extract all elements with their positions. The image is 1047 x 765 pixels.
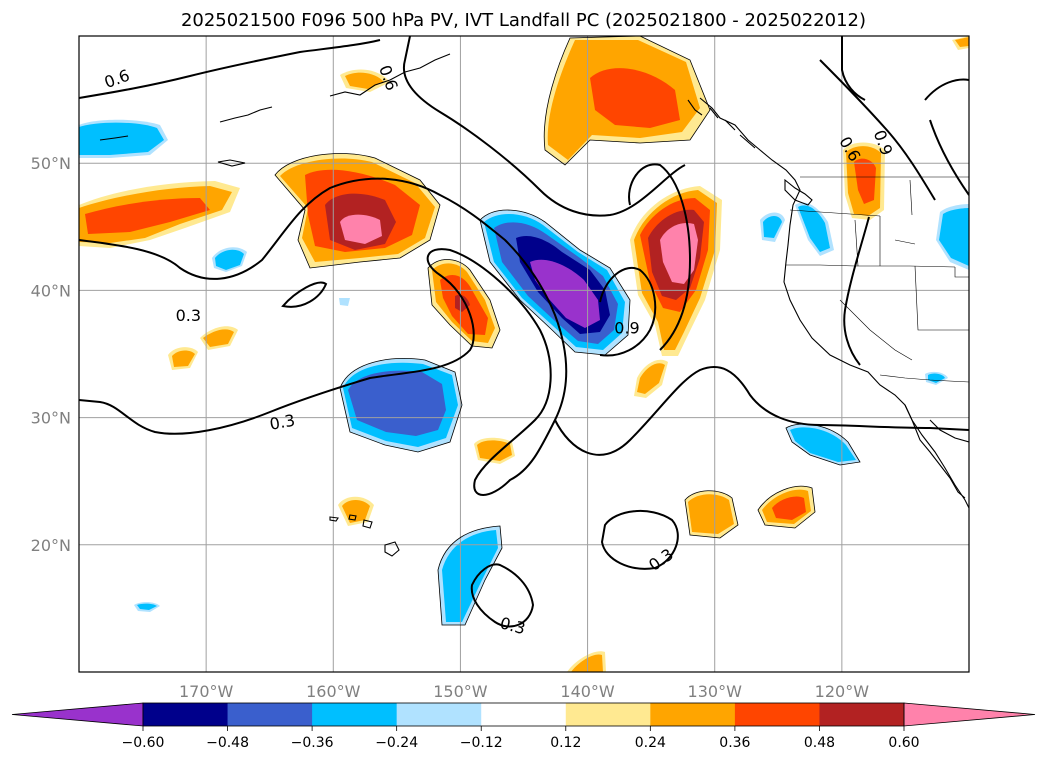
colorbar-extend-min [11, 702, 144, 727]
svg-text:0.9: 0.9 [614, 319, 639, 338]
lat-tick-label: 30°N [31, 409, 71, 428]
colorbar-segment [143, 703, 229, 726]
svg-text:0.3: 0.3 [176, 306, 201, 325]
lat-tick-label: 20°N [31, 536, 71, 555]
latitude-labels: 50°N 40°N 30°N 20°N [31, 154, 71, 555]
colorbar-tick-label: 0.24 [635, 735, 666, 751]
colorbar-tick-label: 0.36 [719, 735, 750, 751]
pv-feature-negative-south [340, 358, 462, 452]
colorbar-segment [650, 703, 736, 726]
colorbar-tick-label: −0.36 [291, 735, 334, 751]
colorbar-tick-label: −0.12 [460, 735, 503, 751]
coastlines [99, 53, 969, 557]
contour-label: 0.3 [176, 306, 201, 325]
colorbar-tick-label: 0.48 [804, 735, 835, 751]
colorbar-segment [734, 703, 820, 726]
pv-feature-gulf-alaska [340, 36, 710, 165]
colorbar-tick-label: 0.60 [888, 735, 919, 751]
lon-tick-label: 160°W [306, 682, 361, 701]
colorbar-segment [481, 703, 567, 726]
contour-label: 0.9 [614, 319, 639, 338]
colorbar-tick-label: −0.48 [206, 735, 249, 751]
lon-tick-label: 130°W [688, 682, 743, 701]
colorbar-segment [396, 703, 482, 726]
pv-feature-negative-east [134, 202, 969, 625]
colorbar-tick-label: 0.12 [550, 735, 581, 751]
colorbar-segment [565, 703, 651, 726]
longitude-labels: 170°W 160°W 150°W 140°W 130°W 120°W [179, 682, 869, 701]
lon-tick-label: 170°W [179, 682, 234, 701]
colorbar-tick-label: −0.60 [122, 735, 165, 751]
ivt-contours [79, 36, 969, 628]
colorbar-segment [227, 703, 313, 726]
lat-tick-label: 40°N [31, 281, 71, 300]
pv-feature-central-block [275, 153, 440, 268]
plot-area [79, 36, 969, 672]
pv-feature-small-west [168, 326, 515, 526]
colorbar: −0.60 −0.48 −0.36 −0.24 −0.12 0.12 0.24 0.36 0.4… [11, 702, 1036, 751]
svg-text:0.3: 0.3 [268, 411, 296, 434]
colorbar-segment [819, 703, 905, 726]
pv-feature-negative-west [79, 119, 247, 272]
lon-tick-label: 140°W [560, 682, 615, 701]
map-title: 2025021500 F096 500 hPa PV, IVT Landfall… [180, 10, 867, 31]
pv-feature-negative-main [480, 210, 630, 355]
pv-feature-west-band [79, 181, 240, 248]
colorbar-tick-label: −0.24 [375, 735, 418, 751]
lon-tick-label: 150°W [433, 682, 488, 701]
lon-tick-label: 120°W [815, 682, 870, 701]
plot-frame [78, 35, 970, 673]
contour-label: 0.3 [268, 411, 296, 434]
colorbar-frame [142, 702, 905, 727]
colorbar-extend-max [903, 702, 1036, 727]
colorbar-segment [312, 703, 398, 726]
lat-tick-label: 50°N [31, 154, 71, 173]
political-borders [786, 176, 969, 383]
